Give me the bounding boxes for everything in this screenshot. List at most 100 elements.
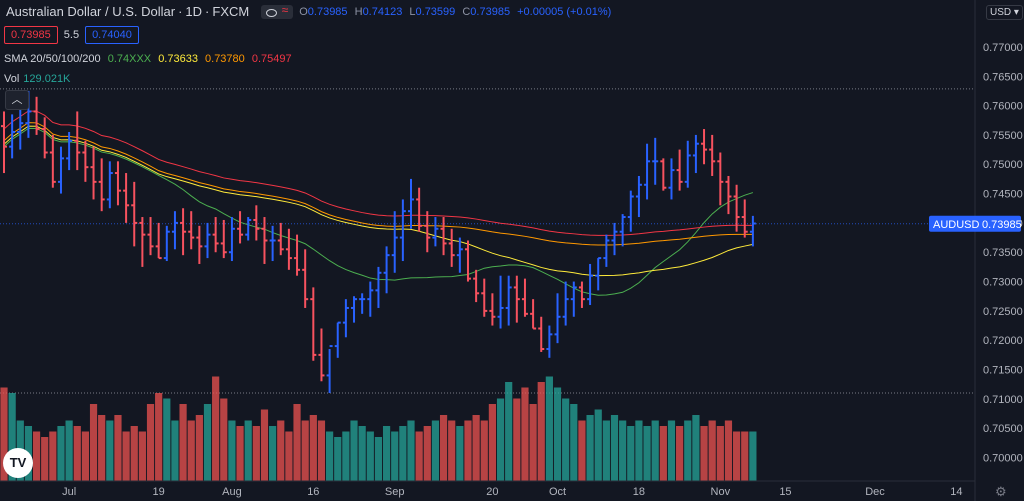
buy-price-button[interactable]: 0.74040	[85, 26, 139, 44]
volume-bar	[342, 431, 350, 481]
spread-value: 5.5	[63, 29, 80, 41]
sma-label: SMA 20/50/100/200	[4, 53, 101, 65]
gear-icon[interactable]: ⚙	[995, 484, 1007, 499]
volume-bar	[163, 398, 171, 481]
price-tick-label: 0.75500	[983, 130, 1023, 142]
volume-bar	[578, 420, 586, 481]
volume-bar	[513, 398, 521, 481]
time-tick-label: 14	[950, 486, 962, 498]
header-separator: ·	[178, 4, 183, 19]
sma-legend[interactable]: SMA 20/50/100/200 0.74XXX 0.73633 0.7378…	[4, 53, 296, 65]
volume-bar	[480, 420, 488, 481]
volume-bar	[220, 398, 228, 481]
price-tick-label: 0.71000	[983, 394, 1023, 406]
price-tag-value: 0.73985	[982, 219, 1022, 231]
price-tick-label: 0.77000	[983, 42, 1023, 54]
volume-bar	[122, 431, 130, 481]
volume-bar	[602, 420, 610, 481]
volume-bar	[317, 420, 326, 481]
volume-bar	[32, 431, 41, 481]
volume-bar	[187, 420, 195, 481]
ohlc-values: O0.73985 H0.74123 L0.73599 C0.73985 +0.0…	[299, 6, 611, 18]
volume-bar	[155, 393, 163, 481]
time-tick-label: Dec	[865, 486, 885, 498]
time-tick-label: 15	[779, 486, 791, 498]
time-tick-label: 19	[153, 486, 165, 498]
currency-selector[interactable]: USD ▾	[986, 5, 1023, 20]
volume-bar	[98, 415, 106, 481]
volume-bar	[594, 409, 602, 481]
volume-bar	[228, 420, 236, 481]
volume-bar	[8, 393, 16, 481]
collapse-legend-button[interactable]: ︿	[5, 90, 29, 110]
volume-bar	[708, 420, 716, 481]
sell-price-button[interactable]: 0.73985	[4, 26, 58, 44]
price-tick-label: 0.70500	[983, 423, 1023, 435]
volume-bar	[260, 409, 269, 481]
volume-bar	[472, 415, 480, 481]
price-tick-label: 0.70000	[983, 453, 1023, 465]
volume-bar	[41, 437, 49, 481]
volume-bar	[130, 426, 138, 481]
volume-bar	[49, 431, 57, 481]
symbol-title[interactable]: Australian Dollar / U.S. Dollar	[6, 4, 176, 19]
volume-bar	[326, 431, 334, 481]
header-separator: ·	[205, 4, 210, 19]
volume-bar	[733, 431, 741, 481]
volume-bar	[659, 426, 667, 481]
volume-bar	[610, 415, 619, 481]
price-tick-label: 0.76000	[983, 101, 1023, 113]
volume-bar	[562, 398, 570, 481]
volume-bar	[81, 431, 89, 481]
change-value: +0.00005 (+0.01%)	[517, 5, 612, 18]
time-tick-label: 16	[307, 486, 319, 498]
volume-bar	[545, 376, 553, 481]
volume-bar	[269, 426, 277, 481]
volume-bar	[537, 382, 545, 481]
volume-bar	[423, 426, 431, 481]
volume-bar	[570, 404, 578, 481]
volume-bar	[293, 404, 301, 481]
volume-bar	[358, 426, 366, 481]
open-value: 0.73985	[307, 5, 348, 18]
volume-bar	[285, 431, 293, 481]
volume-bar	[73, 426, 81, 481]
exchange-label: FXCM	[212, 4, 250, 19]
time-tick-label: 20	[486, 486, 498, 498]
volume-bar	[399, 426, 407, 481]
volume-bar	[529, 404, 537, 481]
tradingview-logo-icon[interactable]: TV	[3, 448, 33, 478]
sma-200-value: 0.75497	[251, 53, 292, 65]
volume-bar	[0, 387, 8, 481]
open-label: O	[299, 5, 308, 18]
price-tick-label: 0.72000	[983, 335, 1023, 347]
sma-100-line	[3, 122, 753, 246]
volume-bar	[146, 404, 155, 481]
volume-bar	[553, 387, 562, 481]
volume-bar	[350, 420, 358, 481]
time-axis	[0, 481, 975, 501]
volume-bar	[684, 420, 692, 481]
visibility-toggle-icon[interactable]	[261, 3, 294, 19]
price-tick-label: 0.76500	[983, 71, 1023, 83]
close-label: C	[462, 5, 471, 18]
currency-label: USD	[990, 7, 1012, 18]
high-value: 0.74123	[362, 5, 403, 18]
interval-label[interactable]: 1D	[185, 4, 203, 19]
volume-bar	[138, 431, 146, 481]
time-tick-label: Jul	[62, 486, 76, 498]
volume-bar	[676, 426, 684, 481]
quote-panel: 0.73985 5.5 0.74040	[4, 26, 139, 44]
volume-legend[interactable]: Vol 129.021K	[4, 73, 70, 85]
sma-50-line	[3, 125, 753, 277]
volume-bar	[195, 415, 203, 481]
volume-bar	[236, 426, 244, 481]
price-tick-label: 0.74500	[983, 189, 1023, 201]
volume-bar	[391, 431, 399, 481]
volume-bar	[65, 420, 73, 481]
volume-bar	[505, 382, 513, 481]
volume-bar	[179, 404, 187, 481]
time-tick-label: Oct	[549, 486, 566, 498]
volume-bar	[724, 420, 733, 481]
